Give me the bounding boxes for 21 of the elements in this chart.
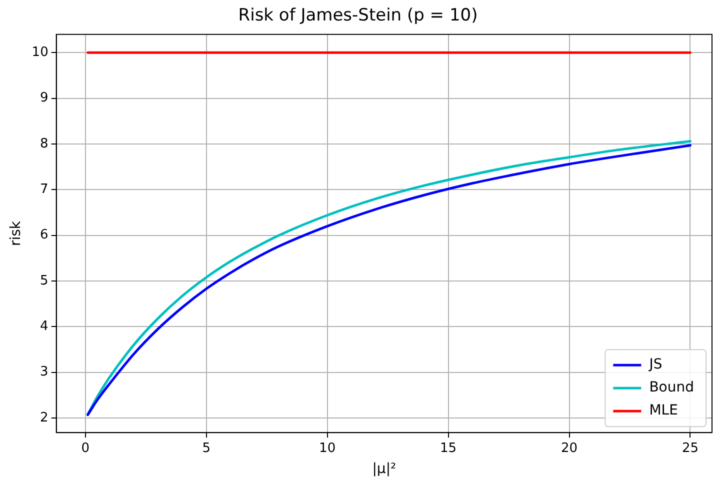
- x-tick-label: 10: [319, 440, 336, 456]
- legend-label: JS: [648, 356, 662, 373]
- y-tick-label: 5: [40, 273, 48, 288]
- y-tick-label: 10: [32, 45, 48, 60]
- y-tick-label: 6: [40, 228, 48, 243]
- y-tick-label: 8: [40, 136, 48, 152]
- y-tick-label: 2: [40, 410, 48, 426]
- y-tick-label: 7: [40, 182, 48, 198]
- x-tick-label: 5: [202, 440, 210, 456]
- y-tick-label: 4: [40, 319, 48, 334]
- legend-label: MLE: [649, 402, 678, 419]
- y-tick-label: 3: [40, 364, 48, 380]
- x-tick-label: 25: [682, 440, 698, 456]
- x-tick-label: 15: [440, 440, 457, 456]
- chart-title: Risk of James-Stein (p = 10): [238, 6, 478, 26]
- x-tick-label: 0: [81, 440, 90, 456]
- x-axis-title: |μ|²: [372, 461, 396, 478]
- x-tick-label: 20: [560, 440, 578, 456]
- y-axis-title: risk: [8, 220, 24, 246]
- y-tick-label: 9: [40, 90, 48, 106]
- legend-label: Bound: [649, 380, 694, 396]
